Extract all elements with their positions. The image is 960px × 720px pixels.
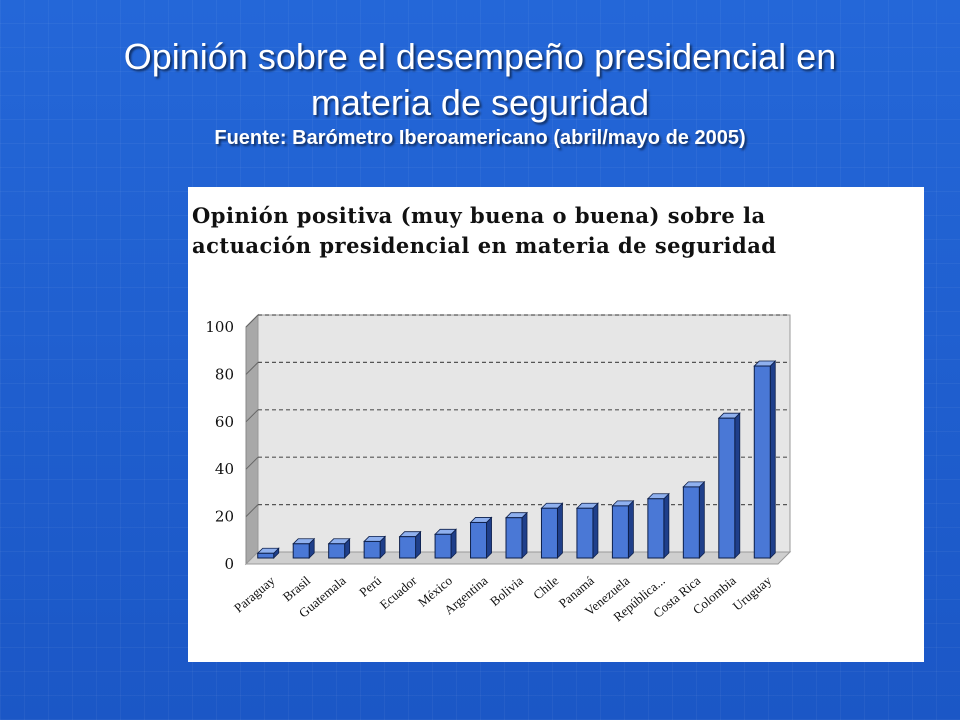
x-category-label: Paraguay bbox=[231, 572, 278, 615]
bar bbox=[647, 498, 665, 559]
slide-title-line-2: materia de seguridad bbox=[310, 82, 650, 123]
bar bbox=[328, 543, 346, 559]
gridline-side bbox=[245, 456, 259, 470]
bar bbox=[682, 486, 700, 559]
bar bbox=[434, 533, 452, 559]
bar bbox=[718, 417, 736, 559]
bar bbox=[505, 517, 523, 559]
bar-side bbox=[627, 499, 634, 559]
x-category-label: Bolivia bbox=[487, 573, 526, 609]
bar bbox=[540, 507, 558, 559]
y-tick-label: 0 bbox=[224, 555, 234, 573]
bar-side bbox=[521, 511, 528, 559]
bar bbox=[363, 540, 381, 559]
bar bbox=[399, 536, 417, 559]
bar-side bbox=[734, 412, 741, 559]
gridline-side bbox=[245, 504, 259, 517]
chart-title: Opinión positiva (muy buena o buena) sob… bbox=[192, 201, 824, 261]
chart-title-line-1: Opinión positiva (muy buena o buena) sob… bbox=[192, 203, 766, 228]
x-category-label: Perú bbox=[356, 572, 384, 599]
chart-card: 0 20 40 60 80 100 Paraguay Brasil Guatemala Perú E… bbox=[188, 187, 924, 662]
chart-side-wall bbox=[245, 313, 259, 566]
bar bbox=[753, 365, 771, 559]
bar-side bbox=[592, 502, 599, 559]
bar-side bbox=[486, 516, 492, 559]
slide-title: Opinión sobre el desempeño presidencial … bbox=[20, 34, 940, 150]
bar-side bbox=[663, 492, 670, 559]
y-tick-label: 20 bbox=[215, 508, 234, 526]
y-tick-label: 60 bbox=[215, 413, 234, 431]
slide-title-line-1: Opinión sobre el desempeño presidencial … bbox=[123, 36, 837, 77]
bar bbox=[292, 543, 310, 559]
bar bbox=[470, 521, 488, 559]
gridline-side bbox=[245, 362, 259, 375]
bar bbox=[576, 507, 594, 559]
y-tick-label: 100 bbox=[205, 318, 234, 336]
x-category-label: Ecuador bbox=[377, 572, 420, 612]
x-category-label: Uruguay bbox=[730, 572, 775, 613]
gridline-side bbox=[245, 314, 259, 328]
gridline-side bbox=[245, 409, 259, 423]
y-tick-label: 40 bbox=[215, 460, 234, 478]
bar bbox=[257, 552, 275, 559]
bar bbox=[611, 505, 629, 559]
slide-source: Fuente: Barómetro Iberoamericano (abril/… bbox=[214, 127, 746, 149]
bar-side bbox=[769, 360, 776, 559]
chart-title-line-2: actuación presidencial en materia de seg… bbox=[192, 233, 777, 258]
bar-side bbox=[698, 480, 705, 559]
bar-side bbox=[557, 502, 563, 559]
y-tick-label: 80 bbox=[215, 365, 234, 383]
